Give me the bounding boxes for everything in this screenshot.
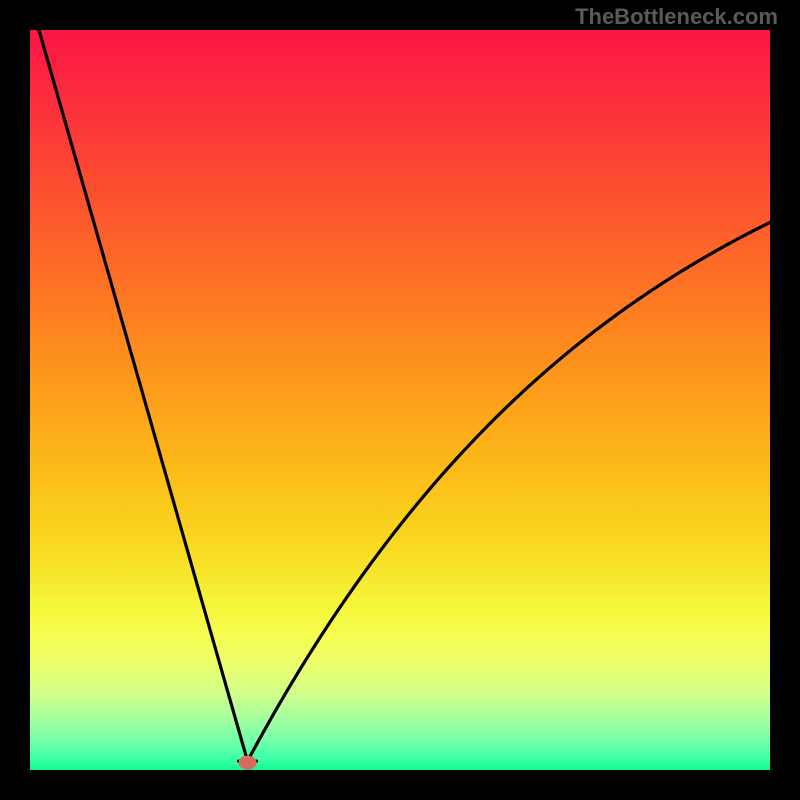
plot-area	[30, 30, 770, 770]
minimum-marker	[239, 756, 257, 770]
watermark-text: TheBottleneck.com	[575, 4, 778, 30]
gradient-background	[30, 30, 770, 770]
chart-frame: TheBottleneck.com	[0, 0, 800, 800]
plot-svg	[30, 30, 770, 770]
